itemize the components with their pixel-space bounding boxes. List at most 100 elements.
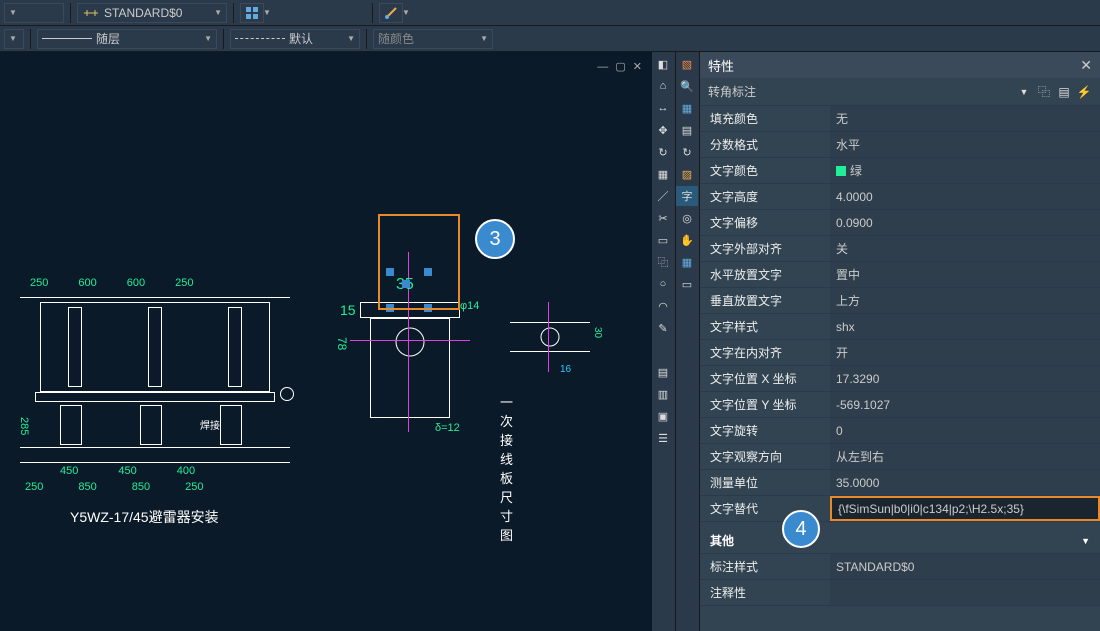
prop-value[interactable]: 水平 — [830, 132, 1100, 157]
drawing-canvas[interactable]: — ▢ ✕ 250 600 600 250 焊接 — [0, 52, 652, 631]
vi2-refresh-icon[interactable]: ↻ — [676, 142, 698, 162]
vi-layer-icon[interactable]: ▤ — [652, 362, 674, 382]
vi2-sheet-icon[interactable]: ▭ — [676, 274, 698, 294]
vi2-palette-icon[interactable]: ▧ — [676, 54, 698, 74]
prop-value[interactable]: STANDARD$0 — [830, 554, 1100, 579]
toolbar-btn-measure[interactable]: ▼ — [379, 3, 403, 23]
dim-top-2: 600 — [127, 277, 145, 289]
prop-label: 分数格式 — [700, 132, 830, 157]
layer-dropdown[interactable]: 随层 ▼ — [37, 29, 217, 49]
prop-value[interactable]: 0 — [830, 418, 1100, 443]
vi-dim-icon[interactable]: ↔ — [652, 98, 674, 118]
prop-row[interactable]: 文字颜色绿 — [700, 158, 1100, 184]
vi2-pan-icon[interactable]: ✋ — [676, 230, 698, 250]
prop-row[interactable]: 注释性 — [700, 580, 1100, 606]
vi2-text-icon[interactable]: 字 — [676, 186, 698, 206]
prop-row[interactable]: 文字位置 X 坐标17.3290 — [700, 366, 1100, 392]
dim-bot-2: 850 — [132, 481, 150, 493]
prop-value[interactable]: 关 — [830, 236, 1100, 261]
prop-label: 测量单位 — [700, 470, 830, 495]
prop-row[interactable]: 文字高度4.0000 — [700, 184, 1100, 210]
prop-row[interactable]: 文字偏移0.0900 — [700, 210, 1100, 236]
prop-value[interactable]: 开 — [830, 340, 1100, 365]
section-other[interactable]: 其他 ▼ — [700, 528, 1100, 554]
prop-label: 填充颜色 — [700, 106, 830, 131]
dim-top-1: 600 — [78, 277, 96, 289]
prop-row[interactable]: 测量单位35.0000 — [700, 470, 1100, 496]
prop-row[interactable]: 标注样式STANDARD$0 — [700, 554, 1100, 580]
vtoolbar-2: ▧ 🔍 ▦ ▤ ↻ ▨ 字 ◎ ✋ ▦ ▭ — [676, 52, 700, 631]
vi-arc-icon[interactable]: ◠ — [652, 296, 674, 316]
prop-row[interactable]: 文字替代{\fSimSun|b0|i0|c134|p2;\H2.5x;35} — [700, 496, 1100, 522]
prop-value[interactable]: 17.3290 — [830, 366, 1100, 391]
toolbar-2: ▼ 随层 ▼ 默认 ▼ 随颜色 ▼ — [0, 26, 1100, 52]
prop-value[interactable]: -569.1027 — [830, 392, 1100, 417]
prop-row[interactable]: 文字在内对齐开 — [700, 340, 1100, 366]
close-icon[interactable]: ✕ — [1080, 57, 1092, 74]
vi-line-icon[interactable]: ／ — [652, 186, 674, 206]
dim-mid-1: 450 — [118, 465, 136, 477]
prop-row[interactable]: 分数格式水平 — [700, 132, 1100, 158]
vi2-table-icon[interactable]: ▤ — [676, 120, 698, 140]
vi2-search-icon[interactable]: 🔍 — [676, 76, 698, 96]
prop-label: 文字高度 — [700, 184, 830, 209]
vi-block-icon[interactable]: ▣ — [652, 406, 674, 426]
vi-home-icon[interactable]: ⌂ — [652, 76, 674, 96]
linetype-dropdown[interactable]: 默认 ▼ — [230, 29, 360, 49]
dim-bot-0: 250 — [25, 481, 43, 493]
prop-row[interactable]: 文字观察方向从左到右 — [700, 444, 1100, 470]
prop-value[interactable]: 35.0000 — [830, 470, 1100, 495]
highlight-selection — [378, 214, 460, 310]
vtoolbar-1: ◧ ⌂ ↔ ✥ ↻ ▦ ／ ✂ ▭ ⿻ ○ ◠ ✎ ▤ ▥ ▣ ☰ — [652, 52, 676, 631]
properties-panel: 特性 ✕ 转角标注 ▼ ⿻ ▤ ⚡ 填充颜色无分数格式水平文字颜色绿文字高度4.… — [700, 52, 1100, 631]
quick-icon[interactable]: ⚡ — [1076, 84, 1092, 100]
filter-icon[interactable]: ▤ — [1056, 84, 1072, 100]
weld-label: 焊接 — [200, 417, 220, 432]
prop-row[interactable]: 垂直放置文字上方 — [700, 288, 1100, 314]
prop-value[interactable]: {\fSimSun|b0|i0|c134|p2;\H2.5x;35} — [830, 496, 1100, 521]
properties-scroll[interactable]: 填充颜色无分数格式水平文字颜色绿文字高度4.0000文字偏移0.0900文字外部… — [700, 106, 1100, 631]
drawing-title: Y5WZ-17/45避雷器安装 — [70, 507, 219, 527]
prop-value[interactable]: 绿 — [830, 158, 1100, 183]
prop-value[interactable]: 0.0900 — [830, 210, 1100, 235]
vi-paint-icon[interactable]: ✎ — [652, 318, 674, 338]
dropdown-arrow-icon[interactable]: ▼ — [1016, 84, 1032, 100]
vi-rect-icon[interactable]: ▭ — [652, 230, 674, 250]
vi-props-icon[interactable]: ☰ — [652, 428, 674, 448]
prop-value[interactable]: 上方 — [830, 288, 1100, 313]
dim-style-dropdown[interactable]: STANDARD$0 ▼ — [77, 3, 227, 23]
vi2-layers-icon[interactable]: ▦ — [676, 98, 698, 118]
vi-copy-icon[interactable]: ⿻ — [652, 252, 674, 272]
prop-value[interactable]: 无 — [830, 106, 1100, 131]
vi-array-icon[interactable]: ▦ — [652, 164, 674, 184]
prop-value[interactable]: 置中 — [830, 262, 1100, 287]
canvas-window-controls[interactable]: — ▢ ✕ — [597, 60, 644, 73]
collapse-icon[interactable]: ▼ — [1081, 536, 1090, 546]
prop-row[interactable]: 文字样式shx — [700, 314, 1100, 340]
prop-value[interactable] — [830, 580, 1100, 605]
dropdown-empty-1[interactable]: ▼ — [4, 3, 64, 23]
vi-eraser-icon[interactable]: ◧ — [652, 54, 674, 74]
dim-d12: δ=12 — [435, 422, 460, 434]
prop-value[interactable]: 从左到右 — [830, 444, 1100, 469]
subfig-label: 一次接线板尺寸图 — [500, 392, 513, 544]
select-icon[interactable]: ⿻ — [1036, 84, 1052, 100]
vi-circle-icon[interactable]: ○ — [652, 274, 674, 294]
prop-value[interactable]: shx — [830, 314, 1100, 339]
prop-row[interactable]: 文字位置 Y 坐标-569.1027 — [700, 392, 1100, 418]
prop-value[interactable]: 4.0000 — [830, 184, 1100, 209]
prop-row[interactable]: 填充颜色无 — [700, 106, 1100, 132]
vi2-globe-icon[interactable]: ◎ — [676, 208, 698, 228]
vi-move-icon[interactable]: ✥ — [652, 120, 674, 140]
vi2-table2-icon[interactable]: ▦ — [676, 252, 698, 272]
prop-row[interactable]: 文字旋转0 — [700, 418, 1100, 444]
vi-trim-icon[interactable]: ✂ — [652, 208, 674, 228]
color-dropdown[interactable]: 随颜色 ▼ — [373, 29, 493, 49]
vi-group-icon[interactable]: ▥ — [652, 384, 674, 404]
prop-row[interactable]: 水平放置文字置中 — [700, 262, 1100, 288]
prop-row[interactable]: 文字外部对齐关 — [700, 236, 1100, 262]
vi-rotate-icon[interactable]: ↻ — [652, 142, 674, 162]
dropdown-empty-2[interactable]: ▼ — [4, 29, 24, 49]
toolbar-btn-grid[interactable]: ▼ — [240, 3, 264, 23]
vi2-hatch-icon[interactable]: ▨ — [676, 164, 698, 184]
